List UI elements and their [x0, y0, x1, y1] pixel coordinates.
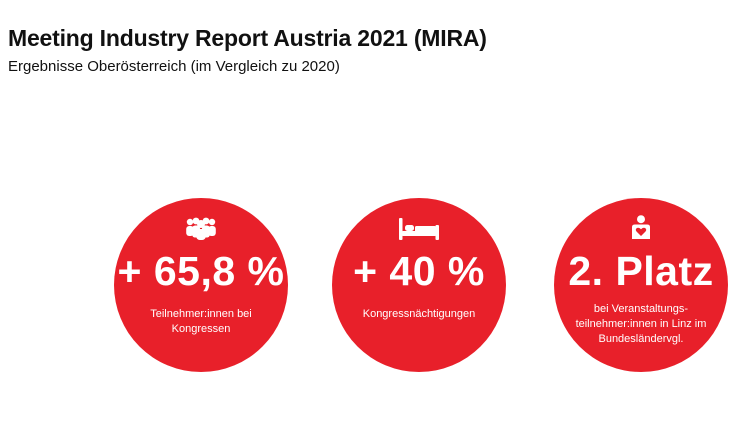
stat-value: 2. Platz [568, 248, 714, 294]
stat-circle-overnight-stays: + 40 % Kongressnächtigungen [332, 198, 506, 372]
stat-caption: bei Veranstaltungs- teilnehmer:innen in … [564, 302, 718, 347]
stat-caption-line: Kongressnächtigungen [362, 308, 476, 320]
stat-value: + 65,8 % [117, 248, 285, 294]
stat-caption-line: Bundesländervgl. [598, 333, 684, 345]
bed-icon [399, 217, 439, 241]
page-subtitle: Ergebnisse Oberösterreich (im Vergleich … [8, 58, 340, 75]
page-title: Meeting Industry Report Austria 2021 (MI… [8, 25, 487, 51]
stat-caption-line: Teilnehmer:innen bei [150, 308, 252, 320]
stat-circle-participants: + 65,8 % Teilnehmer:innen bei Kongressen [114, 198, 288, 372]
stat-caption: Teilnehmer:innen bei Kongressen [124, 307, 278, 337]
stat-caption: Kongressnächtigungen [342, 307, 496, 322]
stat-circle-ranking: 2. Platz bei Veranstaltungs- teilnehmer:… [554, 198, 728, 372]
stat-caption-line: teilnehmer:innen in Linz im [575, 318, 707, 330]
people-group-icon [184, 216, 218, 240]
stat-caption-line: Kongressen [171, 323, 231, 335]
stat-caption-line: bei Veranstaltungs- [593, 303, 689, 315]
stat-value: + 40 % [353, 248, 485, 294]
person-heart-icon [630, 215, 652, 239]
